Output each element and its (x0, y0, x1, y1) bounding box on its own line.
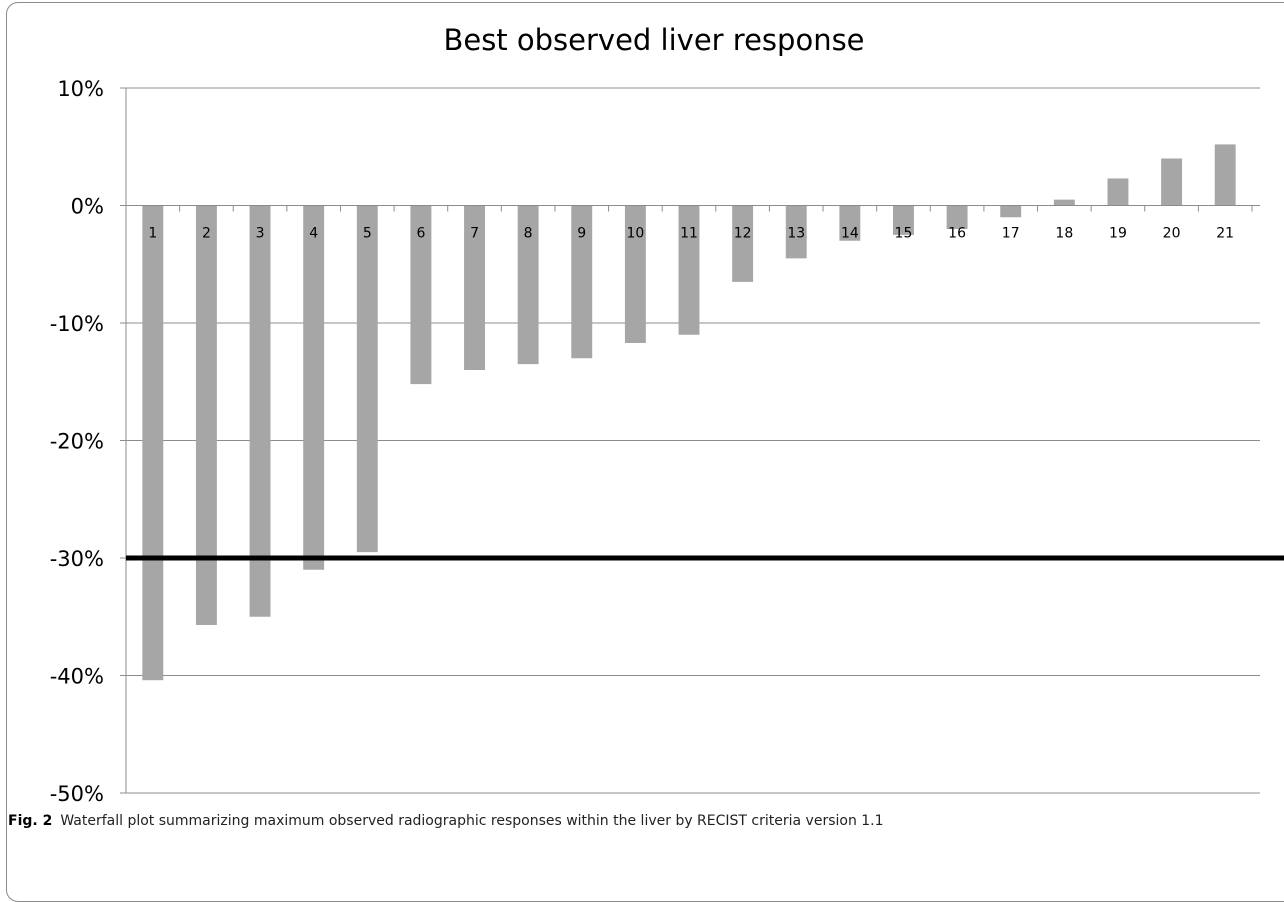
bar (1000, 205, 1022, 218)
x-tick-label: 5 (363, 226, 372, 242)
bar (624, 205, 646, 343)
x-tick-label: 1 (148, 226, 157, 242)
y-axis: 10% 0% -10% -20% -30% -40% -50% (50, 77, 127, 806)
bar (464, 205, 485, 370)
bar (195, 205, 217, 625)
y-tick-label: -20% (50, 430, 104, 454)
bar (1214, 144, 1236, 206)
x-tick-label: 18 (1055, 226, 1073, 242)
bar (517, 205, 539, 365)
bar (1161, 158, 1183, 206)
bar (785, 205, 807, 259)
y-tick-label: -10% (50, 312, 104, 336)
y-tick-label: -50% (50, 782, 104, 806)
bar (249, 205, 271, 617)
y-tick-label: -40% (50, 665, 104, 689)
bar (946, 205, 968, 229)
figure-caption-text: Waterfall plot summarizing maximum obser… (60, 813, 884, 829)
x-tick-label: 13 (787, 226, 805, 242)
x-axis: 1 2 3 4 5 6 7 8 9 10 11 12 13 14 15 16 17 18 19 20 21 (125, 205, 1260, 242)
bars (142, 144, 1236, 681)
y-tick-label: -30% (50, 547, 104, 571)
x-tick-label: 6 (416, 226, 425, 242)
x-tick-label: 14 (841, 226, 859, 242)
figure-caption: Fig. 2 Waterfall plot summarizing maximum… (8, 813, 884, 829)
bar (839, 205, 861, 241)
bar (893, 205, 914, 235)
gridlines (126, 87, 1260, 794)
bar (303, 205, 325, 570)
bar (678, 205, 700, 335)
x-tick-label: 12 (734, 226, 752, 242)
x-tick-label: 19 (1109, 226, 1127, 242)
chart-title: Best observed liver response (443, 23, 864, 57)
x-tick-label: 16 (948, 226, 966, 242)
x-tick-label: 11 (680, 226, 698, 242)
y-tick-label: 0% (71, 195, 104, 219)
bar (142, 205, 164, 681)
figure-label: Fig. 2 (8, 813, 53, 829)
bar (732, 205, 754, 282)
x-tick-label: 2 (202, 226, 211, 242)
x-tick-label: 4 (309, 226, 318, 242)
x-tick-label: 20 (1163, 226, 1181, 242)
x-tick-label: 21 (1216, 226, 1234, 242)
x-tick-label: 15 (895, 226, 913, 242)
bar (356, 205, 378, 553)
bar (410, 205, 432, 385)
y-tick-label: 10% (57, 77, 104, 101)
bar (571, 205, 593, 359)
x-tick-label: 17 (1002, 226, 1020, 242)
x-tick-label: 10 (626, 226, 644, 242)
x-tick-label: 9 (577, 226, 586, 242)
x-tick-label: 8 (524, 226, 533, 242)
bar (1107, 178, 1129, 206)
waterfall-chart: Best observed liver response 10% 0% -10% -2… (50, 23, 1284, 806)
x-tick-label: 3 (256, 226, 265, 242)
bar (1053, 199, 1075, 206)
x-tick-label: 7 (470, 226, 479, 242)
